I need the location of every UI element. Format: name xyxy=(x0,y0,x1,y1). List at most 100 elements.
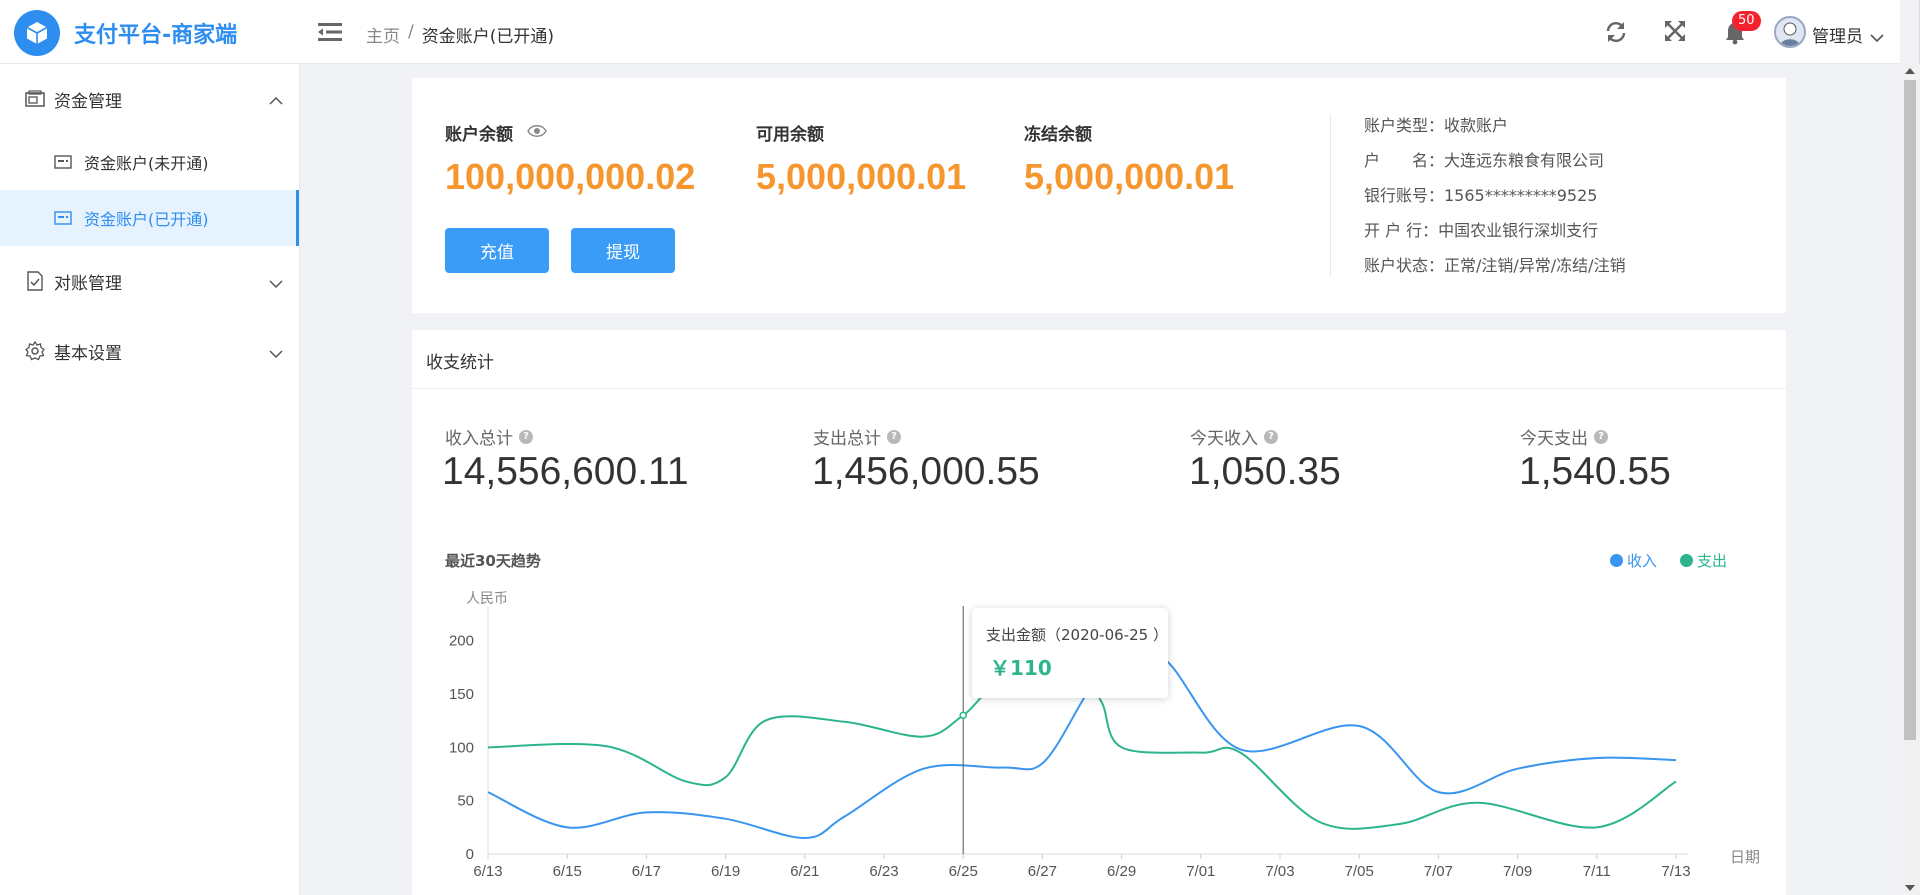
scroll-thumb[interactable] xyxy=(1904,80,1916,740)
chart-title: 最近30天趋势 xyxy=(445,552,541,570)
eye-icon[interactable] xyxy=(527,123,547,143)
x-tick-label: 7/01 xyxy=(1186,863,1215,880)
hover-point xyxy=(959,711,967,720)
breadcrumb-current: 资金账户(已开通) xyxy=(421,27,554,47)
sidebar-item-account-closed[interactable]: 资金账户(未开通) xyxy=(0,134,299,190)
breadcrumb-home[interactable]: 主页 xyxy=(366,27,400,47)
sidebar-group-settings[interactable]: 基本设置 xyxy=(0,316,299,386)
x-tick-label: 7/07 xyxy=(1424,863,1453,880)
y-tick-label: 100 xyxy=(449,739,474,756)
stat-label-text: 今天收入 xyxy=(1190,429,1258,449)
x-tick-label: 6/25 xyxy=(949,863,978,880)
legend-income[interactable]: 收入 xyxy=(1610,550,1657,571)
scroll-down-arrow[interactable] xyxy=(1905,885,1915,891)
cube-logo-icon xyxy=(14,10,60,56)
legend-label: 收入 xyxy=(1627,552,1658,570)
help-icon[interactable]: ? xyxy=(887,429,901,444)
legend-expense[interactable]: 支出 xyxy=(1680,550,1727,571)
account-balance-label-text: 账户余额 xyxy=(445,125,513,145)
legend-dot xyxy=(1680,554,1693,567)
document-check-icon xyxy=(24,270,46,292)
breadcrumb-separator: / xyxy=(408,22,414,42)
gear-icon xyxy=(24,340,46,362)
stat-value-income-total: 14,556,600.11 xyxy=(442,450,689,493)
chevron-down-icon xyxy=(269,344,283,364)
stat-label-today-income: 今天收入? xyxy=(1190,424,1278,449)
user-name[interactable]: 管理员 xyxy=(1812,27,1863,47)
divider xyxy=(412,388,1786,389)
sidebar-group-funds[interactable]: 资金管理 xyxy=(0,64,299,134)
x-tick-label: 7/03 xyxy=(1265,863,1294,880)
y-tick-label: 200 xyxy=(449,633,474,650)
avatar[interactable] xyxy=(1774,16,1806,48)
sidebar-group-reconciliation[interactable]: 对账管理 xyxy=(0,246,299,316)
top-header: 支付平台-商家端 主页 / 资金账户(已开通) 50 xyxy=(0,0,1900,64)
chevron-up-icon xyxy=(269,90,283,110)
sidebar-group-label: 对账管理 xyxy=(54,273,122,294)
help-icon[interactable]: ? xyxy=(1594,429,1608,444)
sidebar-group-label: 资金管理 xyxy=(54,91,122,112)
stat-label-expense-total: 支出总计? xyxy=(813,424,901,449)
stat-label-text: 今天支出 xyxy=(1520,429,1588,449)
withdraw-button[interactable]: 提现 xyxy=(571,228,675,273)
x-axis-unit: 日期 xyxy=(1730,848,1761,866)
x-tick-label: 7/05 xyxy=(1345,863,1374,880)
legend-label: 支出 xyxy=(1697,552,1728,570)
vertical-divider xyxy=(1330,114,1331,276)
stat-label-income-total: 收入总计? xyxy=(445,424,533,449)
y-tick-label: 50 xyxy=(457,793,474,810)
sidebar-group-label: 基本设置 xyxy=(54,343,122,364)
x-tick-label: 6/21 xyxy=(790,863,819,880)
app-title: 支付平台-商家端 xyxy=(74,23,238,48)
available-balance-value: 5,000,000.01 xyxy=(756,156,967,197)
stat-label-text: 收入总计 xyxy=(445,429,513,449)
stat-label-text: 支出总计 xyxy=(813,429,881,449)
scrollbar[interactable] xyxy=(1900,64,1920,895)
refresh-icon[interactable] xyxy=(1604,20,1628,48)
chevron-down-icon xyxy=(269,274,283,294)
fullscreen-icon[interactable] xyxy=(1664,20,1686,46)
card-icon xyxy=(54,208,74,228)
scroll-up-arrow[interactable] xyxy=(1905,68,1915,74)
balance-card: 账户余额 100,000,000.02 可用余额 5,000,000.01 冻结… xyxy=(412,78,1786,313)
opening-bank: 开 户 行：中国农业银行深圳支行 xyxy=(1364,221,1599,240)
account-status: 账户状态：正常/注销/异常/冻结/注销 xyxy=(1364,256,1626,275)
tooltip-value: ￥110 xyxy=(990,656,1052,680)
x-tick-label: 6/15 xyxy=(553,863,582,880)
help-icon[interactable]: ? xyxy=(519,429,533,444)
sidebar-item-account-open[interactable]: 资金账户(已开通) xyxy=(0,190,299,246)
stat-value-today-expense: 1,540.55 xyxy=(1519,450,1671,493)
stat-value-today-income: 1,050.35 xyxy=(1189,450,1341,493)
x-tick-label: 6/13 xyxy=(473,863,502,880)
stat-value-expense-total: 1,456,000.55 xyxy=(812,450,1040,493)
y-axis-label: 人民币 xyxy=(466,591,508,607)
income-series-line xyxy=(487,650,1677,840)
account-type: 账户类型：收款账户 xyxy=(1364,116,1509,135)
trend-chart[interactable]: 0 50 100 150 200 6/13 6/15 6/17 6/19 6/21 6/23 6/25… xyxy=(412,330,1786,895)
x-tick-label: 7/09 xyxy=(1503,863,1532,880)
menu-toggle-icon[interactable] xyxy=(318,22,344,46)
breadcrumb: 主页 / 资金账户(已开通) xyxy=(366,22,554,47)
help-icon[interactable]: ? xyxy=(1264,429,1278,444)
available-balance-label: 可用余额 xyxy=(756,125,824,145)
stats-title: 收支统计 xyxy=(426,353,494,373)
chevron-down-icon[interactable] xyxy=(1870,28,1884,47)
x-tick-label: 6/27 xyxy=(1028,863,1057,880)
app-logo[interactable]: 支付平台-商家端 xyxy=(14,10,237,56)
tooltip-title: 支出金额（2020-06-25 ） xyxy=(986,626,1168,644)
x-tick-label: 6/23 xyxy=(869,863,898,880)
legend-dot xyxy=(1610,554,1623,567)
x-tick-label: 6/19 xyxy=(711,863,740,880)
x-tick-label: 7/13 xyxy=(1661,863,1690,880)
account-balance-value: 100,000,000.02 xyxy=(445,156,696,197)
sidebar-item-label: 资金账户(已开通) xyxy=(84,210,209,229)
stats-card: 收支统计 收入总计? 14,556,600.11 支出总计? 1,456,000… xyxy=(412,330,1786,895)
card-icon xyxy=(54,152,74,172)
stat-label-today-expense: 今天支出? xyxy=(1520,424,1608,449)
recharge-button[interactable]: 充值 xyxy=(445,228,549,273)
sidebar: 资金管理 资金账户(未开通) 资金账户(已开通) xyxy=(0,64,300,895)
frozen-balance-value: 5,000,000.01 xyxy=(1024,156,1235,197)
x-tick-label: 6/29 xyxy=(1107,863,1136,880)
account-balance-label: 账户余额 xyxy=(445,120,547,145)
wallet-icon xyxy=(24,88,46,110)
